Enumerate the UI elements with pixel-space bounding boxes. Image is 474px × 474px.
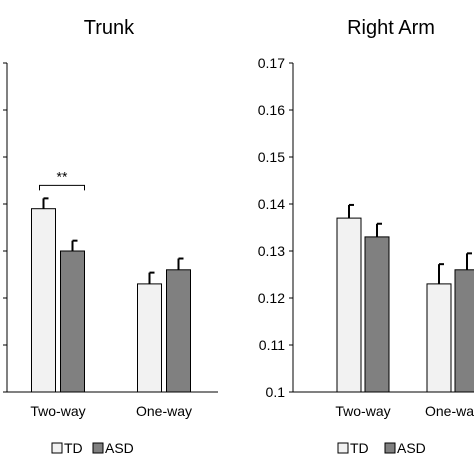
chart-title: Trunk [84,17,135,39]
bar-td-two-way [336,217,362,393]
x-category-label: One-way [136,403,192,419]
chart-title: Right Arm [347,17,435,39]
x-category-label: Two-way [335,403,390,419]
legend-trunk: TD ASD [51,440,134,456]
bar-td-one-way [137,283,162,393]
y-tick-label: 0.17 [258,55,285,71]
significance-label: ** [57,168,68,184]
x-category-label: Two-way [30,403,85,419]
legend-label-asd: ASD [105,440,134,456]
y-tick-label: 0.11 [259,337,285,353]
bar-asd-two-way [364,236,390,393]
bar-asd-two-way [60,250,85,393]
chart-panel-right-arm: Right Arm 0.1 0.11 0.12 0.13 0.14 0.15 0.16 0.1… [258,17,474,419]
legend-label-td: TD [64,440,83,456]
bar-asd-one-way [454,269,474,393]
bar-td-one-way [426,283,452,393]
chart-panel-trunk: Trunk Two-way One-way ** [3,17,218,419]
legend-label-td: TD [350,440,369,456]
legend-swatch-asd [384,442,396,454]
y-tick-label: 0.1 [266,384,286,400]
y-tick-label: 0.12 [258,290,285,306]
legend-swatch-td [337,442,349,454]
y-tick-label: 0.13 [258,243,285,259]
bar-td-two-way [31,208,56,393]
significance-bracket [39,184,85,191]
legend-right-arm: TD ASD [337,440,426,456]
bar-asd-one-way [166,269,191,393]
legend-label-asd: ASD [397,440,426,456]
x-category-label: One-way [425,403,474,419]
y-tick-label: 0.15 [258,149,285,165]
legend-swatch-td [51,442,63,454]
y-tick-label: 0.16 [258,102,285,118]
y-tick-label: 0.14 [258,196,285,212]
legend-swatch-asd [92,442,104,454]
